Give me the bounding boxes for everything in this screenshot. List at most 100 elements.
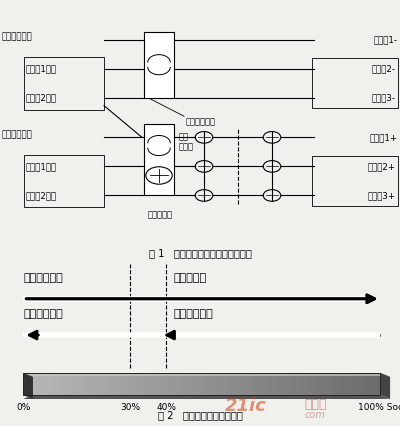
Bar [315, 373, 318, 395]
Bar [321, 373, 324, 395]
Bar [312, 373, 315, 395]
Text: 高压继电器: 高压继电器 [148, 210, 173, 219]
Bar [276, 373, 279, 395]
Bar [89, 373, 92, 395]
Bar [196, 373, 199, 395]
Bar [324, 373, 327, 395]
Bar [29, 373, 32, 395]
Bar [214, 373, 217, 395]
Bar [285, 373, 288, 395]
Bar [256, 373, 258, 395]
Bar [148, 373, 151, 395]
Text: 电池组1+: 电池组1+ [370, 133, 398, 142]
Bar [351, 373, 354, 395]
Text: 电池输出负端: 电池输出负端 [2, 32, 33, 41]
Bar [309, 373, 312, 395]
Bar [50, 373, 53, 395]
Bar [83, 373, 86, 395]
Bar [113, 373, 116, 395]
Bar [104, 373, 107, 395]
Bar [333, 373, 336, 395]
Bar [252, 373, 256, 395]
Bar [23, 373, 26, 395]
Text: 电池组3-: 电池组3- [372, 93, 396, 102]
Bar [130, 373, 134, 395]
Bar [354, 373, 357, 395]
Bar [211, 373, 214, 395]
Bar [181, 373, 184, 395]
Polygon shape [23, 397, 384, 399]
Text: 充电枪2负端: 充电枪2负端 [26, 93, 57, 102]
Bar [118, 373, 122, 395]
Text: 充电枪1负端: 充电枪1负端 [26, 64, 57, 73]
Bar [107, 373, 110, 395]
Bar [199, 373, 202, 395]
Polygon shape [23, 395, 390, 399]
Bar [205, 373, 208, 395]
Bar [169, 373, 172, 395]
Bar [26, 373, 29, 395]
Bar [244, 373, 246, 395]
Text: 电池组3+: 电池组3+ [368, 191, 396, 200]
Bar [190, 373, 193, 395]
Bar [288, 373, 291, 395]
Text: 0%: 0% [16, 403, 30, 412]
Bar [86, 373, 89, 395]
Polygon shape [23, 373, 33, 399]
Bar [151, 373, 154, 395]
Text: 电池组2+: 电池组2+ [368, 162, 396, 171]
Polygon shape [380, 373, 390, 399]
Bar [368, 373, 372, 395]
Bar [297, 373, 300, 395]
Bar [378, 373, 380, 395]
Bar [23, 373, 380, 395]
Bar [336, 373, 339, 395]
Text: 电子网: 电子网 [304, 398, 326, 411]
Bar [235, 373, 238, 395]
Bar [312, 156, 398, 206]
Bar [339, 373, 342, 395]
Text: 30%: 30% [120, 403, 140, 412]
Bar [116, 373, 118, 395]
Bar [41, 373, 44, 395]
Text: 图 1   混合动力车电池组连接结构图: 图 1 混合动力车电池组连接结构图 [148, 248, 252, 259]
Text: 电流
互感器: 电流 互感器 [179, 132, 194, 152]
Bar [246, 373, 250, 395]
Bar [250, 373, 252, 395]
Bar [140, 373, 142, 395]
Bar [202, 373, 205, 395]
Bar [357, 373, 360, 395]
Bar [98, 373, 101, 395]
Bar [348, 373, 351, 395]
Bar [172, 373, 175, 395]
Bar [166, 373, 169, 395]
Bar [294, 373, 297, 395]
Bar [24, 155, 104, 207]
Bar [23, 373, 380, 376]
Bar [92, 373, 95, 395]
Bar [363, 373, 366, 395]
Bar [327, 373, 330, 395]
Bar [32, 373, 35, 395]
Bar [232, 373, 235, 395]
Bar [318, 373, 321, 395]
Text: 图 2   混合动力车辆工作模式: 图 2 混合动力车辆工作模式 [158, 410, 242, 420]
Bar [157, 373, 160, 395]
Bar [80, 373, 83, 395]
Bar [229, 373, 232, 395]
Bar [345, 373, 348, 395]
Bar [220, 373, 223, 395]
Bar [279, 373, 282, 395]
Bar [291, 373, 294, 395]
Text: 充电枪2正端: 充电枪2正端 [26, 191, 57, 200]
Bar [273, 373, 276, 395]
Text: 21ic: 21ic [225, 397, 267, 415]
Text: 纯电动模式: 纯电动模式 [173, 273, 206, 283]
Bar [124, 373, 128, 395]
Bar [53, 373, 56, 395]
Bar [24, 57, 104, 109]
Bar [303, 373, 306, 395]
Bar [47, 373, 50, 395]
Bar [241, 373, 244, 395]
Bar [282, 373, 285, 395]
